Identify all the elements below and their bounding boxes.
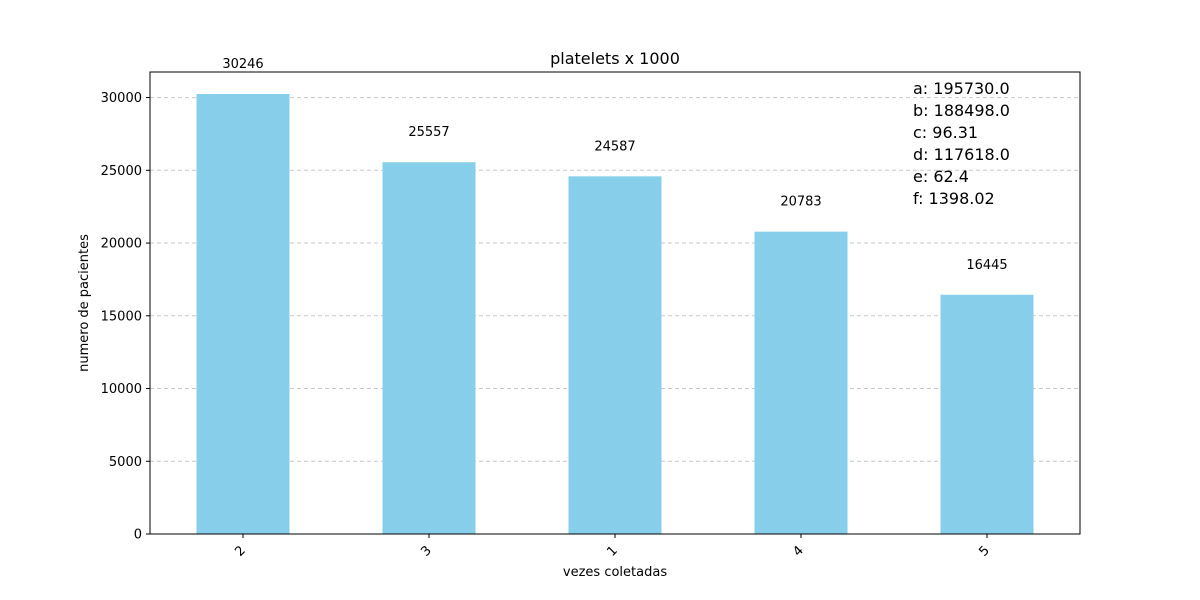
bar-value-label: 20783 [780,195,821,210]
bar-value-labels: 30246 25557 24587 20783 16445 [222,57,1007,273]
y-tick-label: 20000 [101,237,142,252]
bars [196,93,1034,534]
bar [196,93,290,534]
y-tick-label: 0 [134,528,142,543]
x-axis-title: vezes coletadas [563,565,667,580]
bar-value-label: 24587 [594,139,635,154]
bar-value-label: 30246 [222,57,263,72]
stat-line-b: b: 188498.0 [913,101,1010,120]
stat-line-e: e: 62.4 [913,167,969,186]
bar [754,231,848,534]
y-tick-label: 30000 [101,91,142,106]
stat-line-d: d: 117618.0 [913,145,1010,164]
bar-value-label: 16445 [966,258,1007,273]
stat-line-f: f: 1398.02 [913,189,995,208]
bar [940,294,1034,534]
y-tick-label: 15000 [101,309,142,324]
chart-title: platelets x 1000 [550,49,680,68]
bar [568,176,662,534]
bar [382,162,476,534]
y-tick-label: 10000 [101,382,142,397]
y-axis-ticks: 0 5000 10000 15000 20000 25000 30000 [101,91,150,543]
y-axis-title: numero de pacientes [77,234,92,372]
y-tick-label: 25000 [101,164,142,179]
bar-value-label: 25557 [408,125,449,140]
stat-line-c: c: 96.31 [913,123,978,142]
stats-annotation-box: a: 195730.0 b: 188498.0 c: 96.31 d: 1176… [913,79,1010,208]
stat-line-a: a: 195730.0 [913,79,1010,98]
y-tick-label: 5000 [109,455,142,470]
